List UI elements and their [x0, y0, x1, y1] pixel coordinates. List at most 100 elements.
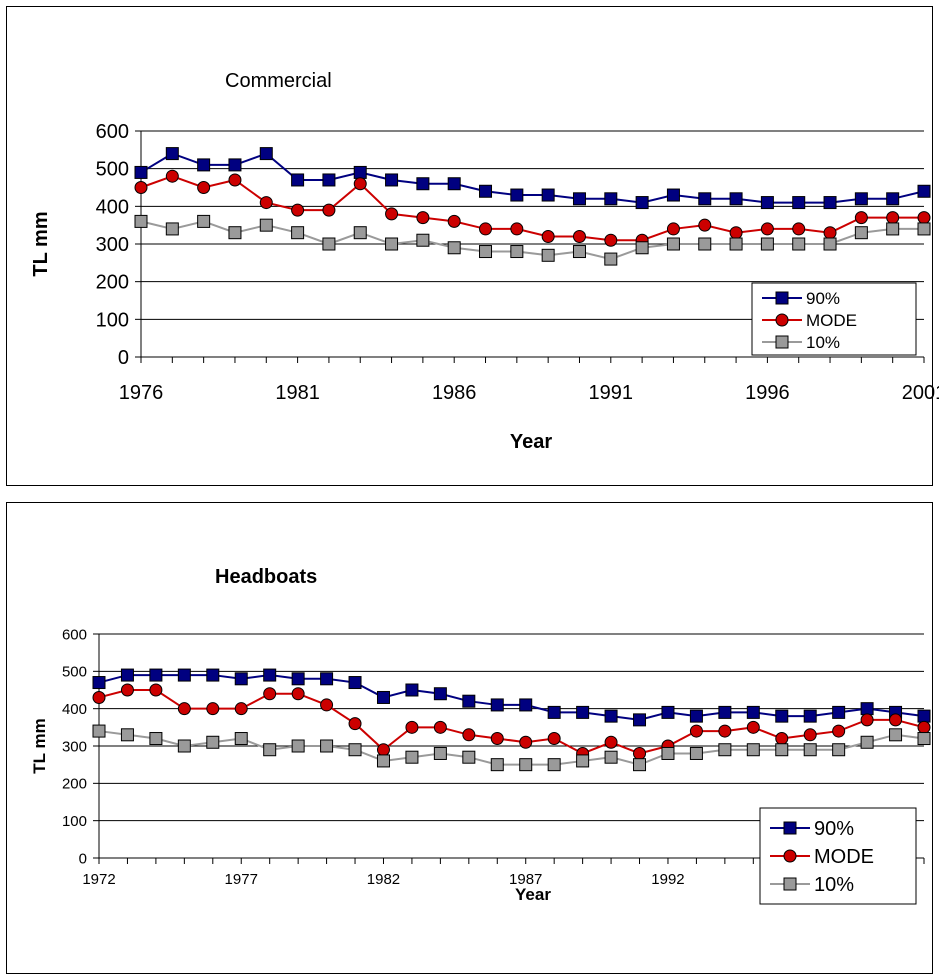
data-point: [547, 705, 561, 719]
data-point: [572, 229, 586, 243]
x-tick-label: 1977: [225, 871, 258, 888]
data-point: [228, 158, 242, 172]
data-point: [490, 732, 504, 746]
data-point: [447, 241, 461, 255]
data-point: [134, 165, 148, 179]
data-point: [633, 758, 647, 772]
data-point: [746, 720, 760, 734]
x-axis-title: Year: [510, 431, 552, 453]
data-point: [322, 203, 336, 217]
y-tick-label: 500: [62, 664, 87, 681]
y-tick-label: 100: [62, 813, 87, 830]
y-tick-label: 400: [96, 196, 129, 218]
legend-label: 90%: [806, 289, 840, 308]
data-point: [666, 222, 680, 236]
data-point: [889, 713, 903, 727]
series-line: [98, 674, 925, 721]
headboats-chart-panel: Headboats 0 100 200 300 400 500 600 1972 1977 198…: [6, 502, 933, 974]
data-point: [263, 687, 277, 701]
data-point: [541, 248, 555, 262]
data-point: [228, 226, 242, 240]
data-point: [860, 713, 874, 727]
data-point: [917, 211, 931, 225]
x-tick-label: 1981: [275, 382, 320, 404]
data-point: [165, 169, 179, 183]
x-axis-title: Year: [515, 885, 551, 904]
data-point: [576, 705, 590, 719]
data-point: [234, 702, 248, 716]
x-tick-label: 1972: [82, 871, 115, 888]
x-tick-label: 1976: [119, 382, 164, 404]
data-point: [228, 173, 242, 187]
data-point: [854, 226, 868, 240]
data-point: [886, 222, 900, 236]
series-line: [98, 689, 925, 755]
data-point: [479, 245, 493, 259]
y-tick-label: 200: [96, 272, 129, 294]
y-tick-label: 200: [62, 776, 87, 793]
data-point: [322, 237, 336, 251]
data-point: [405, 720, 419, 734]
x-tick-label: 1982: [367, 871, 400, 888]
data-point: [803, 728, 817, 742]
commercial-chart-panel: Commercial 0 100 200 300 400 500 600 1976 1981 19…: [6, 6, 939, 486]
data-point: [197, 214, 211, 228]
x-tick-label: 1992: [651, 871, 684, 888]
data-point: [291, 672, 305, 686]
data-point: [405, 750, 419, 764]
data-point: [547, 758, 561, 772]
data-point: [197, 181, 211, 194]
data-point: [832, 724, 846, 738]
data-point: [462, 728, 476, 742]
data-point: [689, 746, 703, 760]
data-point: [832, 705, 846, 719]
data-point: [666, 188, 680, 202]
y-tick-label: 500: [96, 159, 129, 181]
y-tick-label: 300: [62, 738, 87, 755]
data-point: [792, 196, 806, 210]
data-point: [519, 758, 533, 772]
data-point: [149, 683, 163, 697]
y-axis-title: TL mm: [30, 718, 49, 773]
headboats-chart: Headboats 0 100 200 300 400 500 600 1972 1977 198…: [30, 566, 931, 905]
data-point: [729, 192, 743, 206]
data-point: [291, 687, 305, 701]
x-tick-label: 1996: [745, 382, 790, 404]
data-point: [519, 735, 533, 749]
data-point: [149, 668, 163, 682]
data-point: [823, 237, 837, 251]
data-point: [348, 717, 362, 731]
data-point: [92, 690, 106, 704]
legend-marker: [775, 313, 789, 327]
data-point: [263, 743, 277, 757]
legend-label: MODE: [806, 311, 857, 330]
data-point: [718, 724, 732, 738]
chart-title: Commercial: [225, 70, 332, 92]
data-point: [348, 676, 362, 690]
data-point: [385, 173, 399, 187]
data-point: [416, 177, 430, 191]
data-point: [572, 192, 586, 206]
data-point: [134, 181, 148, 194]
data-point: [416, 211, 430, 225]
plot-area: 0 100 200 300 400 500 600 1976 1981 1986 1991 1996 2…: [30, 121, 939, 453]
data-point: [604, 709, 618, 723]
data-point: [886, 211, 900, 225]
series-line: [140, 175, 924, 242]
data-point: [633, 746, 647, 760]
data-point: [405, 683, 419, 697]
data-point: [823, 196, 837, 210]
data-point: [206, 735, 220, 749]
data-point: [92, 724, 106, 738]
data-point: [322, 173, 336, 187]
data-point: [165, 147, 179, 161]
data-point: [447, 177, 461, 191]
data-point: [854, 192, 868, 206]
data-point: [510, 222, 524, 236]
data-point: [604, 735, 618, 749]
data-point: [120, 683, 134, 697]
data-point: [541, 188, 555, 202]
data-point: [541, 229, 555, 243]
data-point: [718, 743, 732, 757]
data-point: [803, 743, 817, 757]
